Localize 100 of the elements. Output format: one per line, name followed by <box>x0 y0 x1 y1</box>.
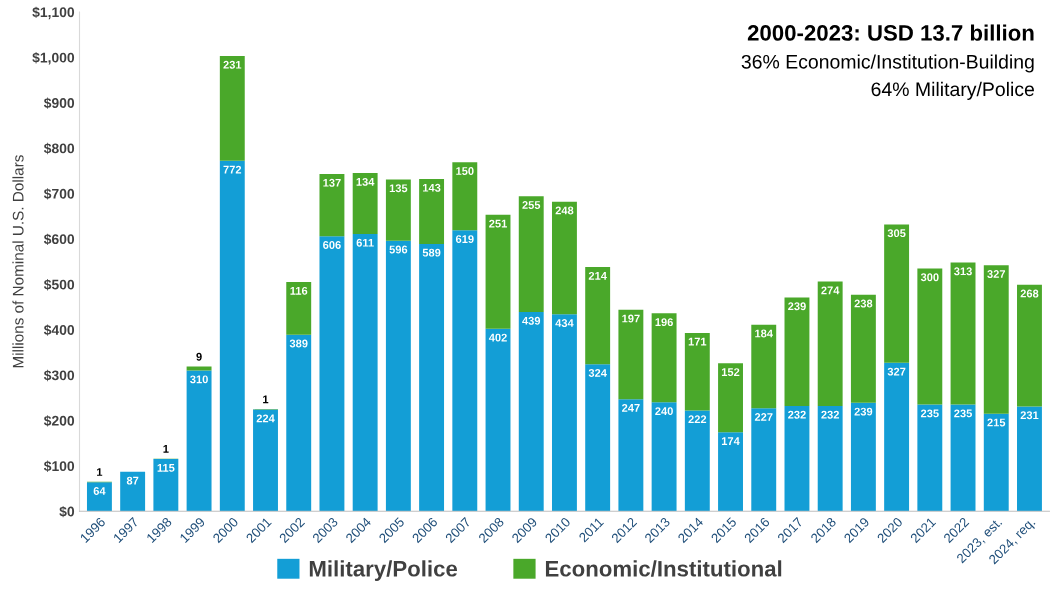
data-label: 1 <box>163 445 169 453</box>
data-label: 268 <box>1020 289 1039 298</box>
data-label: 274 <box>821 286 840 295</box>
bar <box>1017 406 1042 512</box>
bar <box>718 432 743 512</box>
data-label: 239 <box>788 302 806 311</box>
data-label: 224 <box>256 414 275 423</box>
data-label: 222 <box>688 415 707 424</box>
data-label: 227 <box>754 413 773 421</box>
bar <box>618 309 644 400</box>
bar <box>817 405 843 512</box>
data-label: 214 <box>588 271 607 280</box>
bar <box>684 332 710 411</box>
bar <box>950 404 976 512</box>
y-tick-label: $0 <box>59 506 75 518</box>
y-tick-label: $300 <box>43 369 75 382</box>
bar <box>718 363 743 433</box>
data-label: 1 <box>97 468 103 476</box>
bar <box>319 174 345 237</box>
bar <box>352 233 378 512</box>
legend-label: Economic/Institutional <box>545 560 782 577</box>
bar <box>319 236 345 512</box>
bar <box>1017 284 1042 407</box>
data-label: 305 <box>887 229 906 238</box>
bar <box>452 230 478 512</box>
data-label: 310 <box>190 375 208 384</box>
bar <box>784 405 810 512</box>
data-label: 606 <box>323 241 341 249</box>
data-label: 64 <box>93 487 106 495</box>
data-label: 240 <box>655 407 673 416</box>
data-label: 215 <box>987 418 1006 427</box>
data-label: 402 <box>488 333 507 342</box>
data-label: 439 <box>522 316 541 325</box>
y-tick-label: $100 <box>43 460 75 472</box>
data-label: 137 <box>323 178 341 187</box>
bar <box>585 267 611 365</box>
bar <box>253 409 278 512</box>
data-label: 235 <box>954 409 972 418</box>
y-tick-label: $900 <box>43 97 75 109</box>
data-label: 9 <box>196 352 202 361</box>
bar <box>651 313 677 403</box>
data-label: 150 <box>456 167 474 175</box>
y-tick-label: $1,100 <box>32 6 75 20</box>
data-label: 116 <box>290 286 308 295</box>
bar <box>86 482 112 512</box>
bar <box>419 179 445 244</box>
y-tick-label: $400 <box>43 324 75 336</box>
bar <box>551 201 577 315</box>
bar <box>751 324 777 409</box>
data-label: 255 <box>522 201 541 209</box>
bar <box>850 294 876 403</box>
data-label: 134 <box>356 177 375 186</box>
bar <box>917 268 943 405</box>
data-label: 184 <box>755 329 773 338</box>
bar <box>751 408 777 512</box>
bar <box>585 364 611 512</box>
data-label: 589 <box>422 248 441 257</box>
data-label: 313 <box>954 267 972 276</box>
data-label: 196 <box>655 318 673 327</box>
bar <box>186 366 212 371</box>
chart-title: 2000-2023: USD 13.7 billion <box>747 24 1034 41</box>
data-label: 143 <box>423 183 441 192</box>
data-label: 231 <box>1020 411 1039 420</box>
data-label: 87 <box>126 476 139 485</box>
data-label: 248 <box>555 206 574 215</box>
data-label: 238 <box>854 299 873 308</box>
data-label: 251 <box>489 219 507 228</box>
bar <box>983 265 1009 414</box>
bar <box>385 179 411 241</box>
y-tick-label: $1,000 <box>32 52 75 65</box>
bar <box>286 334 312 512</box>
bar <box>485 328 511 512</box>
data-label: 327 <box>987 270 1006 278</box>
data-label: 389 <box>289 339 308 348</box>
annotation: 36% Economic/Institution-Building <box>741 54 1034 73</box>
bar <box>419 243 445 512</box>
y-tick-label: $500 <box>43 279 75 291</box>
bar <box>618 399 644 512</box>
y-tick-label: $700 <box>43 188 75 200</box>
bar <box>884 362 910 512</box>
data-label: 239 <box>854 407 873 416</box>
data-label: 197 <box>622 314 640 323</box>
data-label: 135 <box>389 184 408 193</box>
bar <box>651 402 677 512</box>
y-tick-label: $800 <box>43 142 75 155</box>
bar <box>518 196 544 313</box>
bar <box>219 55 245 161</box>
bar <box>452 162 478 231</box>
data-label: 611 <box>356 238 374 247</box>
annotation: 64% Military/Police <box>871 81 1034 100</box>
bar <box>684 410 710 512</box>
bar <box>551 314 577 512</box>
data-label: 327 <box>887 367 906 376</box>
y-tick-label: $600 <box>43 233 75 245</box>
bar <box>385 240 411 512</box>
bar <box>352 173 378 234</box>
data-label: 434 <box>555 319 574 327</box>
bar <box>817 281 843 406</box>
data-label: 171 <box>688 337 707 346</box>
data-label: 232 <box>788 410 806 419</box>
